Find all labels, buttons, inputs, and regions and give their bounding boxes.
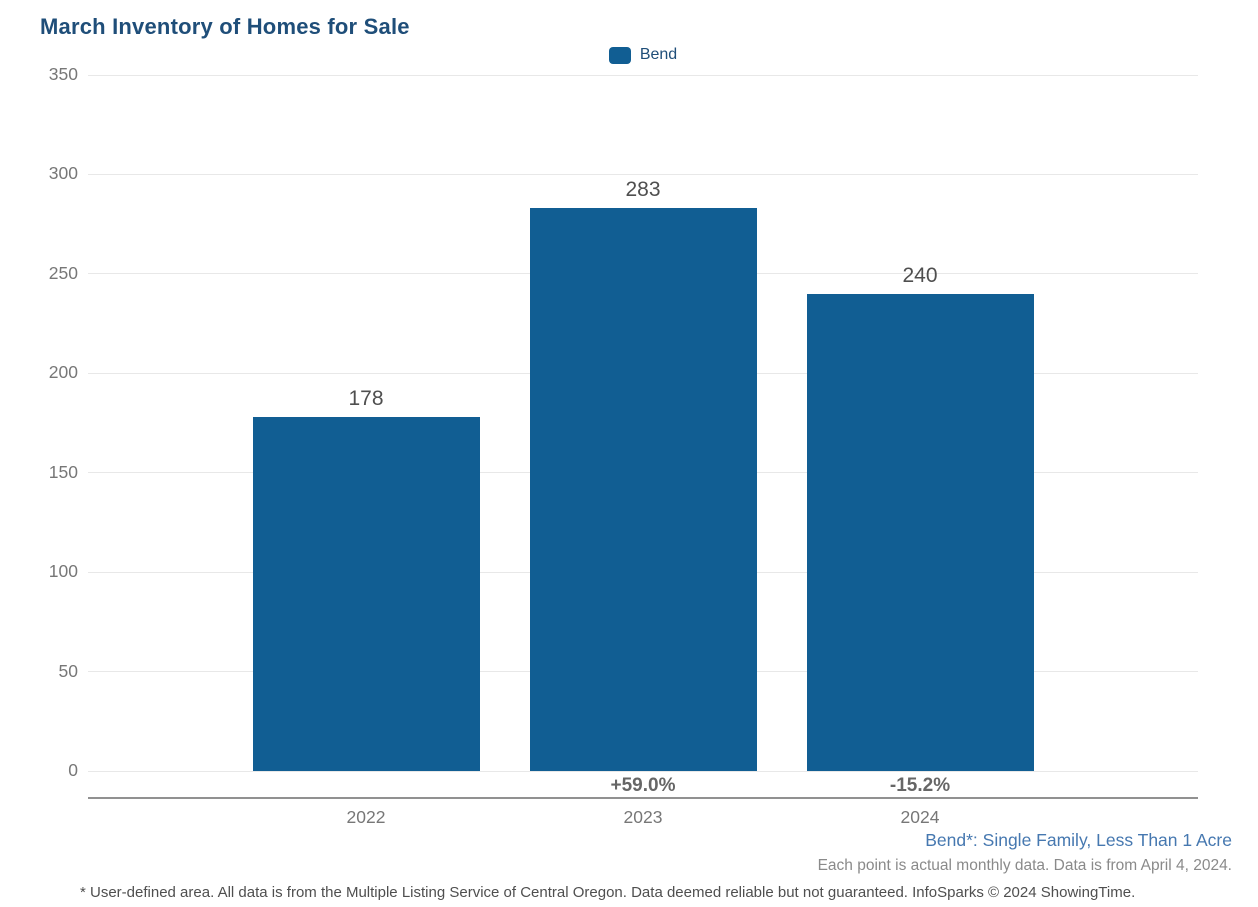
x-axis-tick-label: 2024 bbox=[900, 807, 940, 827]
bar-2022[interactable] bbox=[252, 417, 480, 771]
gridline bbox=[88, 173, 1198, 175]
bar-2024[interactable] bbox=[806, 293, 1034, 771]
bar-2023[interactable] bbox=[529, 208, 757, 771]
x-axis-line bbox=[88, 797, 1198, 799]
x-axis-tick-label: 2022 bbox=[346, 807, 386, 827]
legend-label: Bend bbox=[639, 46, 678, 63]
bar-value-label: 178 bbox=[348, 387, 384, 411]
y-axis-tick-label: 100 bbox=[48, 561, 78, 582]
bar-value-label: 283 bbox=[625, 178, 661, 202]
chart-title: March Inventory of Homes for Sale bbox=[40, 14, 410, 39]
y-axis-tick-label: 250 bbox=[48, 262, 78, 283]
y-axis-tick-label: 0 bbox=[68, 760, 78, 780]
gridline bbox=[88, 74, 1198, 76]
legend-swatch-icon bbox=[608, 46, 631, 64]
series-definition-note: Bend*: Single Family, Less Than 1 Acre bbox=[925, 830, 1232, 850]
y-axis-tick-label: 300 bbox=[48, 163, 78, 184]
pct-change-label: +59.0% bbox=[610, 775, 676, 796]
y-axis-tick-label: 150 bbox=[48, 461, 78, 482]
disclaimer-footnote: * User-defined area. All data is from th… bbox=[80, 884, 1136, 901]
y-axis-tick-label: 350 bbox=[48, 64, 78, 84]
pct-change-label: -15.2% bbox=[889, 775, 951, 796]
legend: Bend bbox=[88, 46, 1198, 64]
y-axis-tick-label: 200 bbox=[48, 362, 78, 383]
gridline bbox=[88, 770, 1198, 772]
bar-value-label: 240 bbox=[902, 263, 938, 287]
y-axis-tick-label: 50 bbox=[58, 660, 78, 681]
x-axis-tick-label: 2023 bbox=[623, 807, 663, 827]
data-source-note: Each point is actual monthly data. Data … bbox=[817, 857, 1232, 874]
